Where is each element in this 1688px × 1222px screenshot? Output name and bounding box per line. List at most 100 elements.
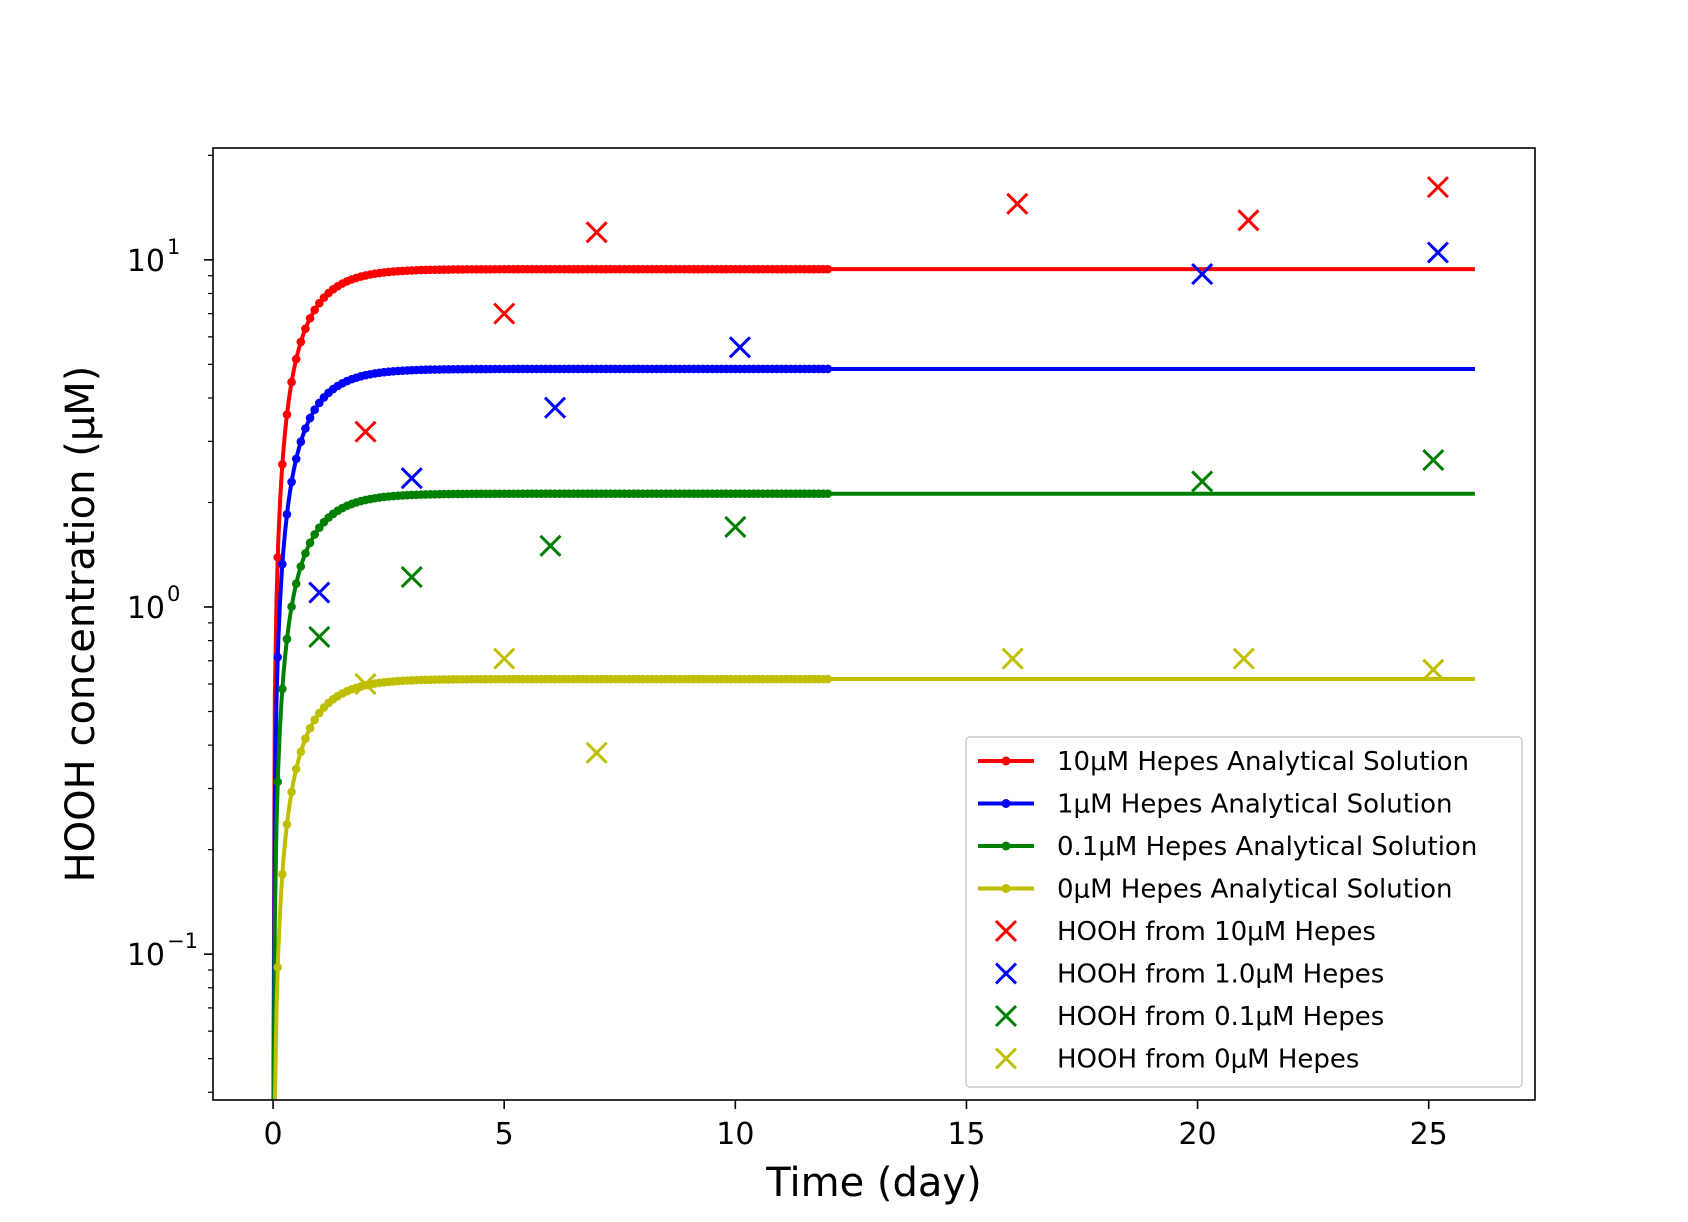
model-point bbox=[301, 734, 310, 743]
marker-stroke bbox=[994, 1047, 1018, 1070]
marker-stroke bbox=[400, 565, 423, 589]
model-point bbox=[273, 777, 283, 787]
observed-point bbox=[400, 565, 423, 589]
y-tick-exponent: −1 bbox=[167, 929, 198, 953]
y-tick-label: 10 bbox=[127, 938, 165, 973]
model-point bbox=[305, 314, 315, 323]
observed-point bbox=[1426, 176, 1449, 199]
legend-items: 10μM Hepes Analytical Solution 1μM Hepes … bbox=[978, 747, 1477, 1075]
model-point bbox=[278, 460, 287, 469]
model-point bbox=[287, 787, 296, 797]
observed-point bbox=[1422, 449, 1445, 472]
series-layer bbox=[271, 176, 1475, 1100]
model-point bbox=[305, 723, 315, 733]
model-point bbox=[296, 562, 306, 571]
marker-stroke bbox=[493, 647, 516, 670]
model-point bbox=[310, 305, 319, 315]
legend-label: 0.1μM Hepes Analytical Solution bbox=[1057, 832, 1477, 862]
model-point bbox=[310, 530, 319, 539]
marker-stroke bbox=[539, 534, 562, 557]
model-point bbox=[282, 634, 292, 644]
observed-point bbox=[1232, 647, 1255, 670]
legend-label: 10μM Hepes Analytical Solution bbox=[1057, 747, 1469, 777]
y-tick-label: 10 bbox=[127, 244, 165, 279]
observed-point bbox=[585, 741, 608, 764]
legend-item-model-1: 1μM Hepes Analytical Solution bbox=[978, 790, 1453, 820]
observed-point bbox=[585, 221, 608, 244]
observed-point bbox=[493, 302, 516, 325]
marker-stroke bbox=[585, 741, 608, 764]
marker-stroke bbox=[543, 396, 567, 419]
legend-item-observed-2: HOOH from 0.1μM Hepes bbox=[994, 1002, 1384, 1032]
marker-stroke bbox=[994, 962, 1018, 985]
observed-series-2 bbox=[308, 449, 1445, 648]
marker-stroke bbox=[400, 467, 423, 490]
model-point bbox=[291, 354, 301, 364]
observed-point bbox=[493, 647, 516, 670]
legend-label: HOOH from 10μM Hepes bbox=[1057, 917, 1376, 947]
model-markers bbox=[273, 489, 833, 787]
model-markers bbox=[273, 364, 833, 662]
x-axis-title: Time (day) bbox=[765, 1160, 981, 1206]
model-point bbox=[823, 364, 833, 374]
model-point bbox=[291, 764, 301, 774]
x-tick-label: 10 bbox=[716, 1117, 754, 1152]
legend-marker bbox=[994, 1004, 1018, 1028]
marker-stroke bbox=[308, 581, 331, 604]
marker-stroke bbox=[308, 625, 331, 648]
observed-point bbox=[400, 467, 423, 490]
marker-stroke bbox=[1006, 192, 1029, 215]
model-point bbox=[273, 962, 283, 972]
x-tick-label: 0 bbox=[264, 1117, 283, 1152]
x-tick-label: 25 bbox=[1410, 1117, 1448, 1152]
marker-stroke bbox=[724, 515, 747, 539]
marker-stroke bbox=[1232, 647, 1255, 670]
marker-stroke bbox=[1191, 263, 1214, 286]
model-point bbox=[296, 437, 306, 447]
model-point bbox=[301, 424, 310, 433]
model-point bbox=[310, 405, 319, 415]
observed-series-1 bbox=[308, 241, 1449, 604]
model-point bbox=[291, 579, 301, 588]
model-point bbox=[296, 337, 306, 347]
model-point bbox=[278, 870, 287, 879]
legend-marker bbox=[994, 962, 1018, 985]
marker-stroke bbox=[1422, 658, 1445, 681]
legend-item-model-2: 0.1μM Hepes Analytical Solution bbox=[978, 832, 1477, 862]
observed-point bbox=[1001, 647, 1024, 670]
y-axis-title: HOOH concentration (μM) bbox=[58, 366, 104, 883]
observed-series-3 bbox=[354, 647, 1445, 764]
observed-point bbox=[1191, 263, 1214, 286]
observed-point bbox=[1237, 209, 1260, 232]
model-point bbox=[301, 324, 310, 334]
legend-marker bbox=[994, 1047, 1018, 1070]
observed-point bbox=[308, 625, 331, 648]
model-point bbox=[282, 410, 292, 419]
legend-label: HOOH from 0μM Hepes bbox=[1057, 1045, 1359, 1075]
y-tick-label: 10 bbox=[127, 591, 165, 626]
legend-marker bbox=[1001, 841, 1011, 851]
marker-stroke bbox=[354, 672, 377, 696]
y-tick-exponent: 1 bbox=[167, 235, 180, 259]
legend-item-model-3: 0μM Hepes Analytical Solution bbox=[978, 875, 1453, 905]
model-point bbox=[823, 489, 833, 499]
model-point bbox=[287, 377, 296, 387]
marker-stroke bbox=[1422, 449, 1445, 472]
model-point bbox=[823, 674, 833, 684]
legend-item-observed-0: HOOH from 10μM Hepes bbox=[994, 917, 1376, 947]
model-point bbox=[282, 510, 292, 519]
model-series-2 bbox=[271, 489, 1475, 1100]
model-series-0 bbox=[271, 264, 1475, 1100]
x-tick-label: 5 bbox=[495, 1117, 514, 1152]
model-markers bbox=[273, 264, 833, 562]
observed-point bbox=[724, 515, 747, 539]
marker-stroke bbox=[1191, 470, 1214, 493]
legend-label: HOOH from 0.1μM Hepes bbox=[1057, 1002, 1384, 1032]
model-point bbox=[273, 652, 283, 662]
plot-frame bbox=[212, 147, 1536, 1101]
marker-stroke bbox=[728, 336, 752, 359]
model-point bbox=[310, 715, 319, 725]
marker-stroke bbox=[1426, 241, 1449, 264]
model-series-1 bbox=[271, 364, 1475, 1100]
